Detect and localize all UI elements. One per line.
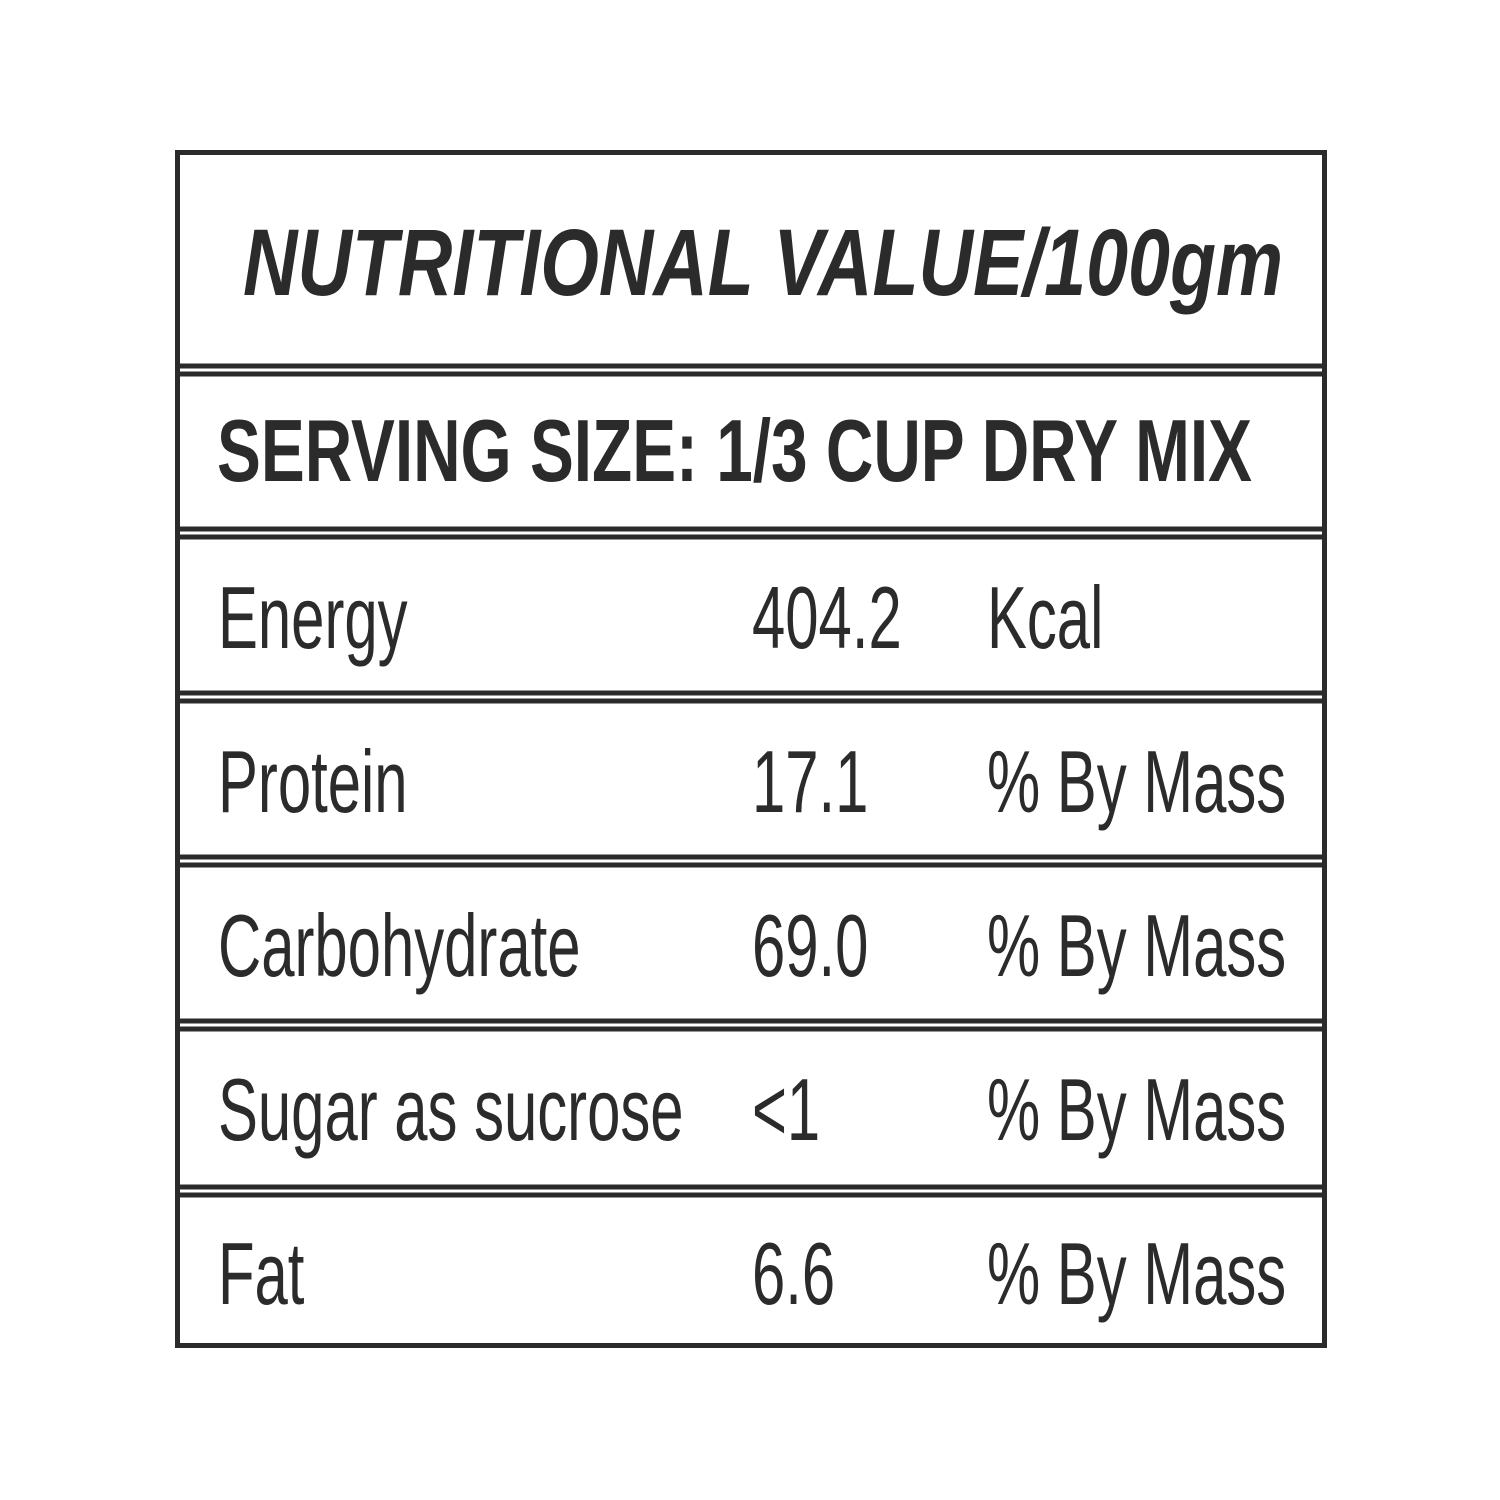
nutrient-amount: <1 [752, 1060, 820, 1158]
nutrient-name: Carbohydrate [218, 896, 581, 994]
nutrient-unit: % By Mass [987, 1224, 1286, 1322]
nutrient-unit: % By Mass [987, 732, 1286, 830]
nutrient-amount: 404.2 [752, 568, 902, 666]
serving-size: SERVING SIZE: 1/3 CUP DRY MIX [217, 401, 1252, 500]
nutrient-amount: 6.6 [752, 1224, 835, 1322]
nutrient-name: Fat [218, 1224, 305, 1322]
nutrient-unit: % By Mass [987, 896, 1286, 994]
title: NUTRITIONAL VALUE/100gm [243, 210, 1283, 316]
outer-border [175, 150, 1327, 1348]
nutrient-unit: Kcal [987, 568, 1103, 666]
row-dividers [175, 363, 1327, 1198]
nutrient-amount: 17.1 [752, 732, 868, 830]
nutrient-amount: 69.0 [752, 896, 868, 994]
nutrient-unit: % By Mass [987, 1060, 1286, 1158]
nutrient-name: Protein [218, 732, 408, 830]
nutrient-name: Sugar as sucrose [218, 1060, 684, 1158]
nutrient-name: Energy [218, 568, 408, 666]
